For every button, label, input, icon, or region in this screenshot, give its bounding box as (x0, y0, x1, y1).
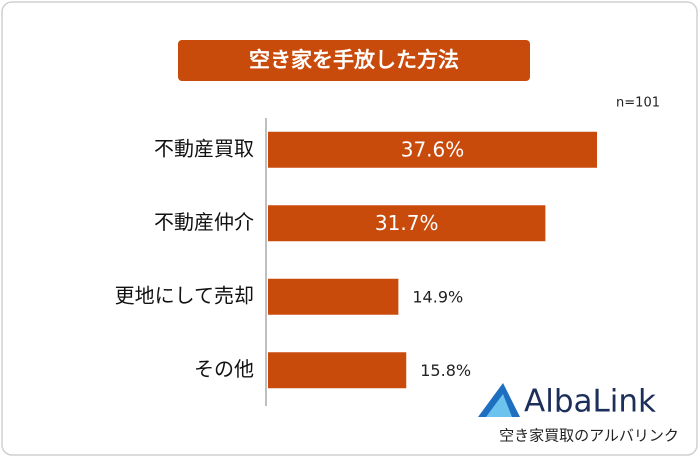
bar (268, 278, 399, 315)
value-label: 15.8% (420, 361, 471, 380)
category-label: 不動産仲介 (154, 210, 254, 234)
category-label: その他 (194, 357, 254, 381)
brand: AlbaLink (524, 384, 656, 420)
bar (268, 205, 546, 242)
chart-title: 空き家を手放した方法 (249, 48, 459, 72)
value-label: 14.9% (412, 287, 463, 306)
logo: AlbaLink 空き家買取のアルバリンク (478, 383, 679, 445)
title-box (178, 40, 530, 81)
brand-tagline: 空き家買取のアルバリンク (499, 427, 679, 445)
bar (268, 131, 597, 168)
note: n=101 (616, 96, 660, 111)
logo-icon (486, 394, 512, 417)
bar (268, 352, 407, 389)
category-label: 不動産買取 (154, 136, 254, 160)
value-label: 37.6% (401, 137, 465, 161)
value-label: 31.7% (375, 211, 439, 235)
category-label: 更地にして売却 (115, 283, 254, 307)
